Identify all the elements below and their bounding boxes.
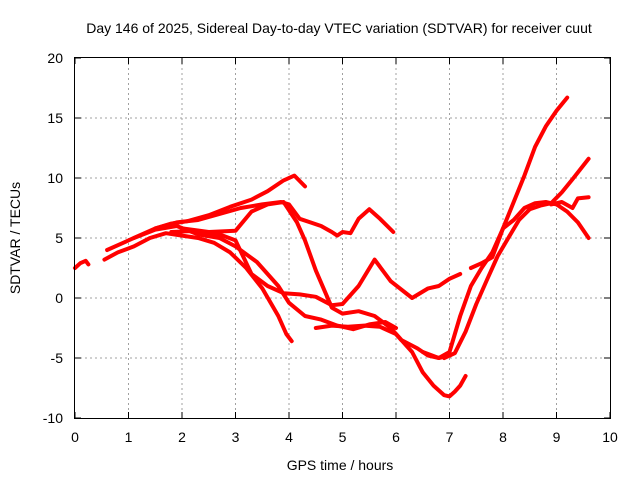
series-line-sat-g [180, 200, 452, 360]
y-tick-label: -5 [51, 350, 64, 366]
series-line-sat-k [468, 200, 591, 270]
y-axis-label: SDTVAR / TECUs [7, 182, 23, 294]
y-tick-label: 5 [55, 230, 63, 246]
chart-title: Day 146 of 2025, Sidereal Day-to-day VTE… [86, 20, 592, 36]
series-line-sat-l [549, 195, 591, 210]
series-line-sat-b [102, 231, 294, 344]
data-series [73, 95, 591, 399]
series-line-sat-e [153, 200, 396, 238]
series-line-sat-i [420, 95, 570, 360]
x-tick-label: 5 [339, 429, 347, 445]
x-axis-label: GPS time / hours [287, 457, 394, 473]
x-tick-label: 9 [553, 429, 561, 445]
series-line-sat-d [131, 224, 398, 332]
x-tick-label: 0 [71, 429, 79, 445]
y-tick-label: 10 [47, 170, 63, 186]
grid-lines [74, 57, 611, 419]
series-line-sat-h [313, 323, 468, 399]
series-line-sat-a [73, 258, 91, 270]
x-tick-label: 1 [125, 429, 133, 445]
tick-labels: 0 1 2 3 4 5 6 7 8 9 10 -10 -5 0 5 10 15 20 [43, 50, 618, 445]
plot-frame [74, 57, 611, 419]
x-tick-label: 8 [499, 429, 507, 445]
y-tick-label: 15 [47, 110, 63, 126]
x-tick-label: 7 [446, 429, 454, 445]
x-tick-label: 2 [178, 429, 186, 445]
y-tick-label: -10 [43, 410, 63, 426]
x-tick-label: 6 [392, 429, 400, 445]
y-tick-label: 20 [47, 50, 63, 66]
x-tick-label: 4 [285, 429, 293, 445]
y-tick-label: 0 [55, 290, 63, 306]
x-tick-label: 10 [602, 429, 618, 445]
series-line-sat-j [442, 156, 591, 360]
x-tick-label: 3 [232, 429, 240, 445]
